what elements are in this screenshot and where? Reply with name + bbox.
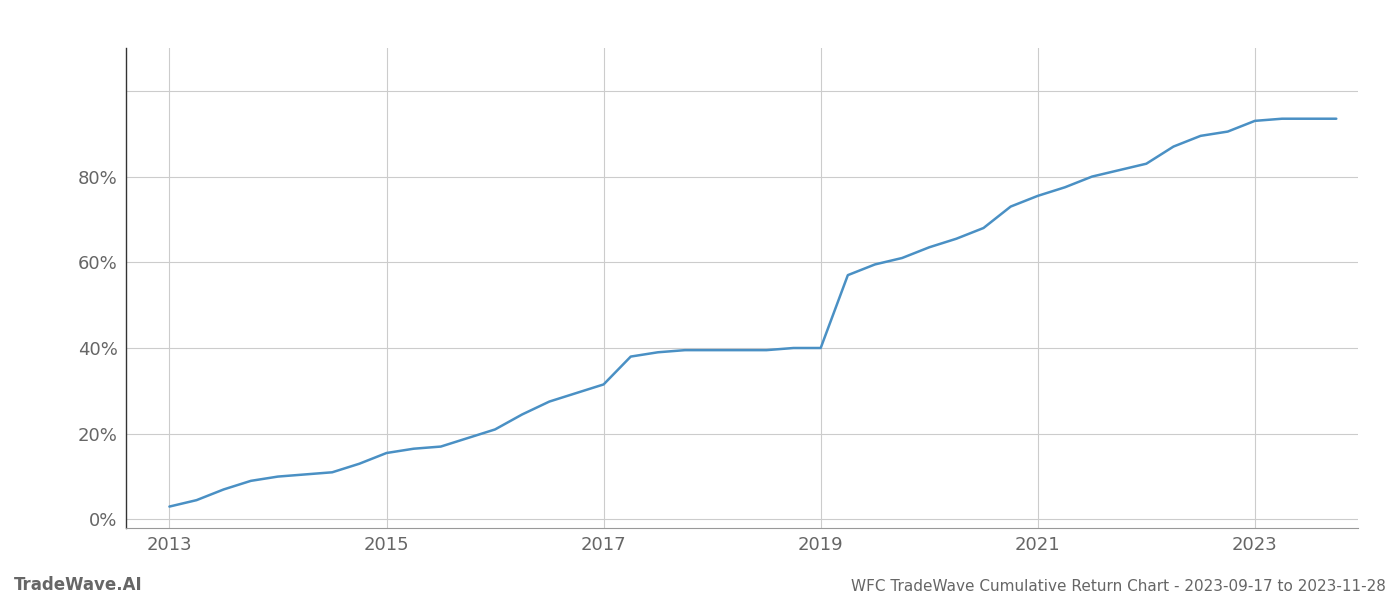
Text: TradeWave.AI: TradeWave.AI <box>14 576 143 594</box>
Text: WFC TradeWave Cumulative Return Chart - 2023-09-17 to 2023-11-28: WFC TradeWave Cumulative Return Chart - … <box>851 579 1386 594</box>
